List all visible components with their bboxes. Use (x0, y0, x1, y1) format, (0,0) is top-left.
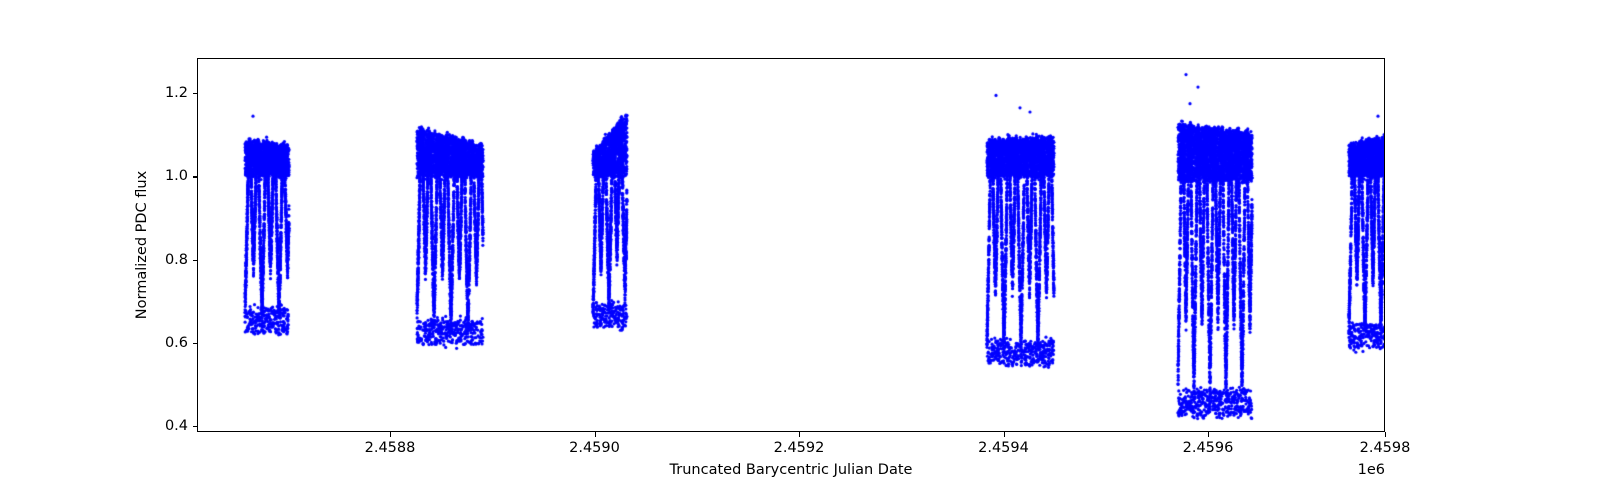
x-tick-label: 2.4598 (1359, 440, 1411, 456)
x-tick-mark (1208, 432, 1210, 437)
x-tick-label: 2.4592 (773, 440, 825, 456)
y-tick-label: 0.4 (164, 417, 188, 434)
y-tick-label: 0.8 (164, 251, 188, 268)
y-tick-label: 1.0 (164, 168, 188, 185)
y-tick-mark (192, 259, 197, 261)
y-axis-label: Normalized PDC flux (134, 170, 150, 320)
x-tick-label: 2.4590 (569, 440, 620, 456)
x-tick-label: 2.4596 (1182, 440, 1234, 456)
x-tick-mark (594, 432, 596, 437)
y-tick-mark (192, 342, 197, 344)
x-tick-label: 2.4594 (978, 440, 1029, 456)
x-axis-offset-label: 1e6 (1357, 462, 1385, 478)
y-tick-mark (192, 93, 197, 95)
y-tick-mark (192, 425, 197, 427)
x-tick-mark (390, 432, 392, 437)
x-axis-label: Truncated Barycentric Julian Date (669, 462, 913, 478)
y-tick-label: 1.2 (164, 85, 188, 102)
x-tick-mark (799, 432, 801, 437)
y-tick-mark (192, 176, 197, 178)
x-tick-mark (1003, 432, 1005, 437)
x-tick-mark (1385, 432, 1387, 437)
y-tick-label: 0.6 (164, 334, 188, 351)
scatter-plot-canvas (198, 59, 1384, 431)
x-tick-label: 2.4588 (364, 440, 416, 456)
